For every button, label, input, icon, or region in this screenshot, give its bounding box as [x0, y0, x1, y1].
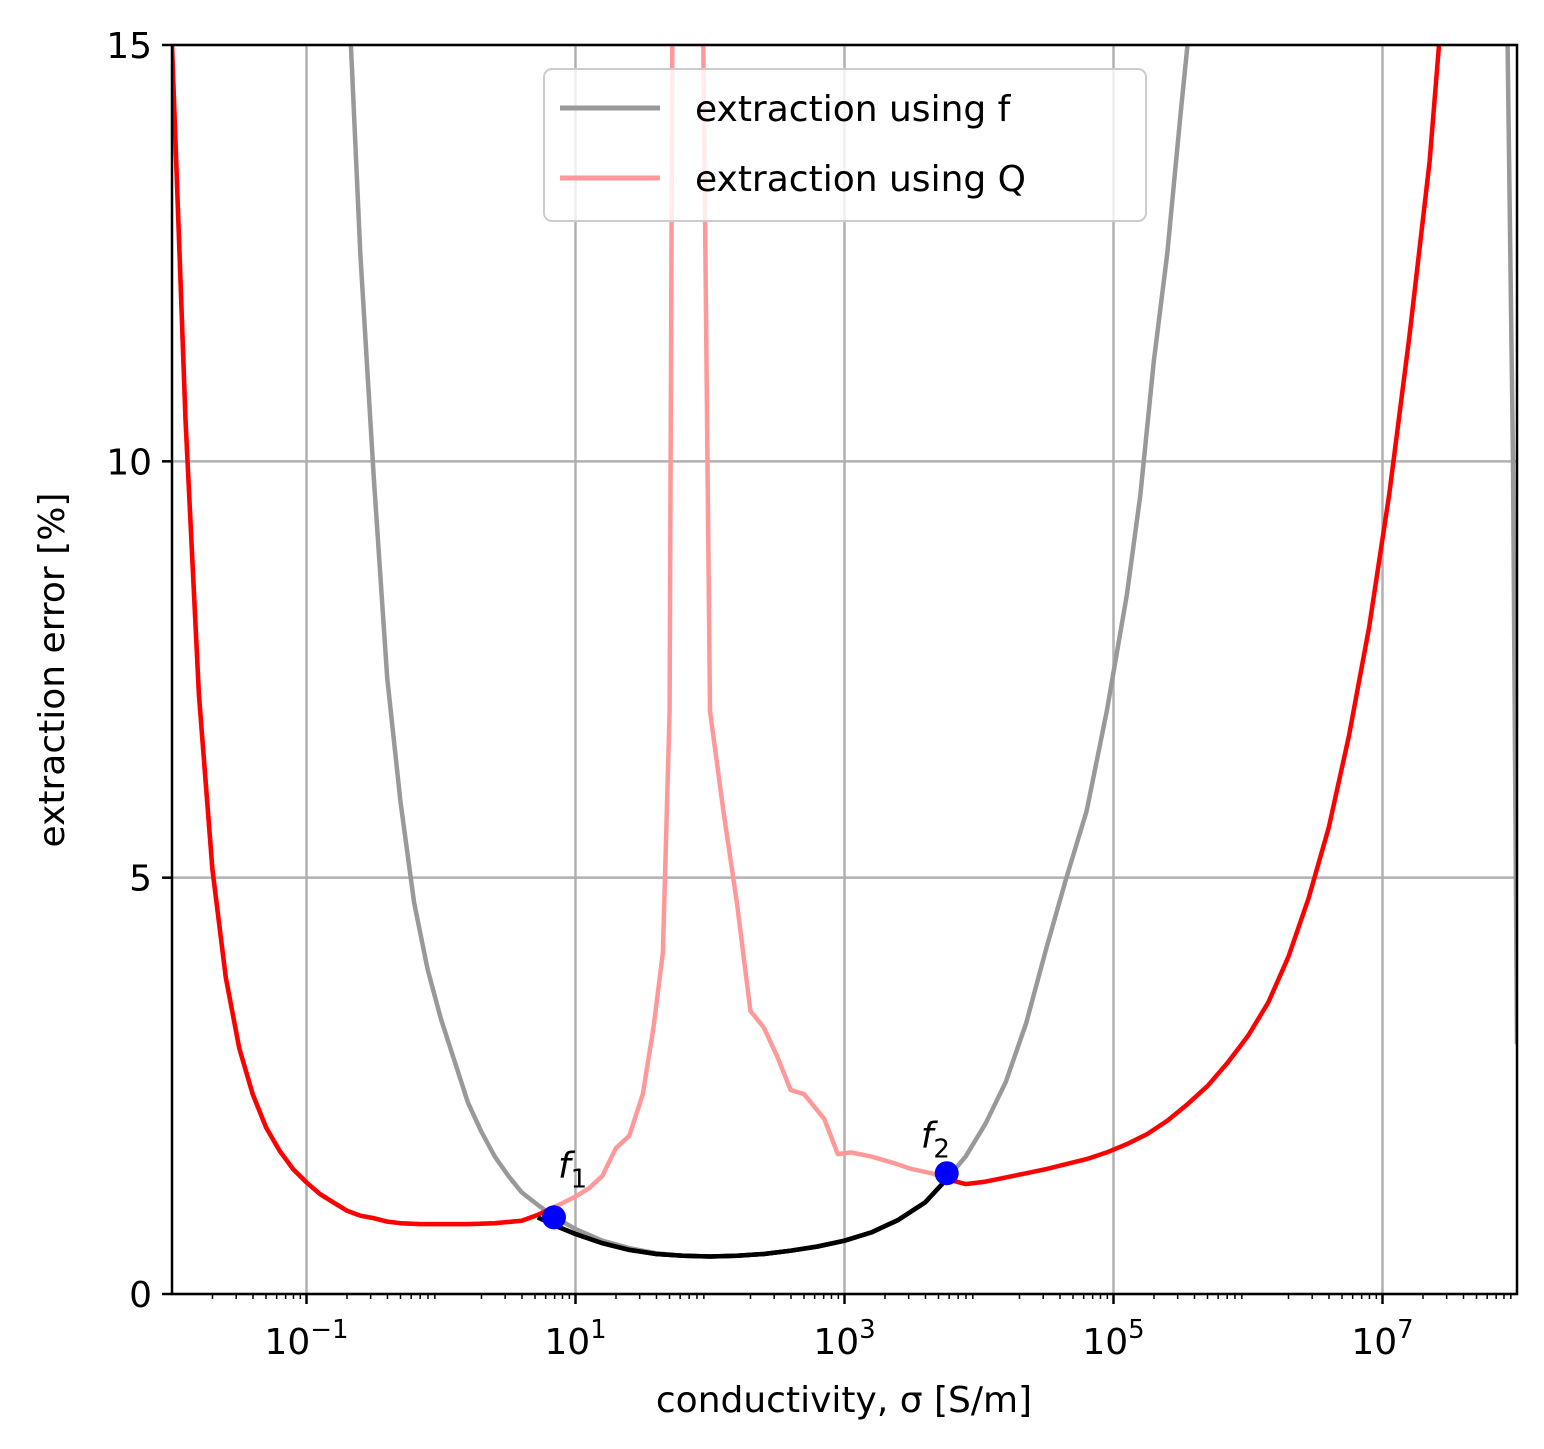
series-line-minimum-black-top	[536, 1177, 949, 1259]
y-tick-label: 5	[129, 859, 152, 900]
marker-f2	[934, 1161, 959, 1186]
series-line-extraction-using-q-red-overlay-	[946, 45, 1442, 1187]
series-line-q-left-red	[172, 45, 557, 1227]
x-tick-label: 105	[1082, 1315, 1144, 1363]
legend-label-f: extraction using f	[695, 89, 1012, 130]
x-tick-label: 101	[544, 1315, 606, 1363]
y-tick-label: 15	[106, 26, 152, 67]
ticks-group: 10−1 101 103 105 107 0 5 10 15	[106, 26, 1512, 1363]
x-tick-label: 103	[813, 1315, 875, 1363]
x-tick-label: 10−1	[264, 1315, 348, 1363]
y-tick-label: 10	[106, 442, 152, 483]
x-axis-label: conductivity, σ [S/m]	[656, 1380, 1032, 1421]
legend: extraction using f extraction using Q	[543, 68, 1147, 222]
x-tick-label: 107	[1351, 1315, 1413, 1363]
legend-label-q: extraction using Q	[695, 159, 1026, 200]
marker-f1	[541, 1205, 566, 1230]
series-line-extraction-using-f-tail-	[1505, 45, 1517, 1045]
legend-box	[543, 68, 1147, 222]
series-group	[172, 45, 1517, 1259]
y-axis-label: extraction error [%]	[32, 493, 73, 848]
series-line-extraction-using-q-right-	[701, 45, 948, 1182]
y-tick-label: 0	[129, 1275, 152, 1316]
